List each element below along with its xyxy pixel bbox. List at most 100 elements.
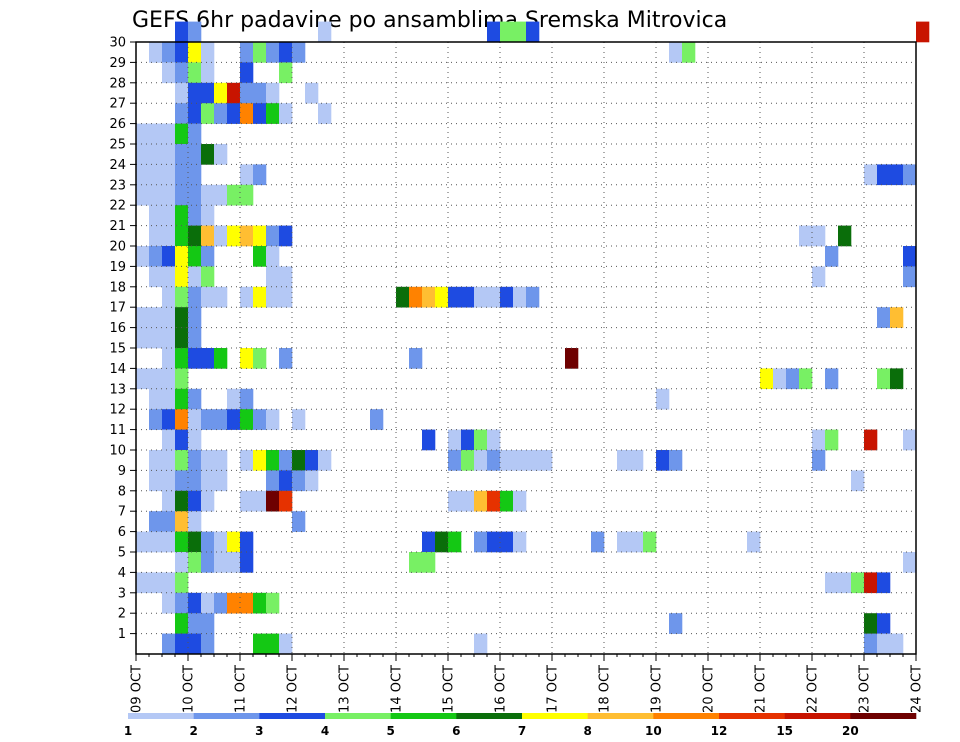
cell-member-14-step-21 bbox=[409, 348, 423, 369]
cell-member-20-step-4 bbox=[188, 225, 202, 247]
y-tick-label: 22 bbox=[109, 199, 126, 214]
cell-member-3-step-0 bbox=[136, 572, 163, 594]
cell-member-0-step-2 bbox=[162, 633, 176, 655]
x-tick-label: 14 OCT bbox=[390, 665, 405, 713]
cell-member-9-step-5 bbox=[201, 450, 228, 471]
cell-member-5-step-39 bbox=[643, 531, 657, 553]
cell-member-14-step-6 bbox=[214, 348, 228, 369]
cell-member-6-step-1 bbox=[149, 511, 163, 532]
cell-member-28-step-11 bbox=[279, 62, 293, 84]
cell-member-8-step-10 bbox=[266, 470, 280, 492]
cell-member-10-step-27 bbox=[487, 429, 501, 451]
cell-member-16-step-58 bbox=[890, 307, 904, 328]
y-tick-label: 24 bbox=[109, 158, 126, 173]
cell-member-5-step-24 bbox=[448, 531, 462, 553]
cell-member-5-step-22 bbox=[422, 531, 436, 553]
cell-member-10-step-3 bbox=[175, 429, 189, 451]
cell-member-15-step-3 bbox=[175, 327, 189, 349]
cell-member-26-step-3 bbox=[175, 103, 189, 124]
cell-member-24-step-5 bbox=[201, 144, 215, 165]
cell-member-3-step-56 bbox=[864, 572, 878, 594]
cell-member-8-step-11 bbox=[279, 470, 293, 492]
y-tick-label: 28 bbox=[109, 76, 126, 91]
cell-member-11-step-9 bbox=[253, 409, 267, 430]
colorbar: 1 2 3 4 5 6 7 8 10 12 15 20 bbox=[124, 713, 917, 738]
cell-member-9-step-52 bbox=[812, 450, 826, 471]
cell-member-13-step-49 bbox=[773, 368, 787, 390]
cell-member-16-step-57 bbox=[877, 307, 891, 328]
cell-member-11-step-2 bbox=[162, 409, 176, 430]
cell-member-18-step-52 bbox=[812, 266, 826, 288]
cell-member-8-step-13 bbox=[305, 470, 319, 492]
cell-member-10-step-25 bbox=[461, 429, 475, 451]
cell-member-26-step-6 bbox=[214, 103, 228, 124]
cell-member-10-step-26 bbox=[474, 429, 488, 451]
cell-member-0-step-56 bbox=[864, 633, 878, 655]
y-tick-label: 4 bbox=[118, 566, 126, 581]
cell-member-30-step-28 bbox=[500, 21, 514, 43]
cell-member-17-step-24 bbox=[448, 286, 475, 308]
y-tick-label: 2 bbox=[118, 607, 126, 622]
y-tick-label: 20 bbox=[109, 240, 126, 255]
colorbar-label: 12 bbox=[711, 724, 728, 738]
cell-member-27-step-6 bbox=[214, 82, 228, 104]
plot-frame bbox=[135, 41, 917, 655]
x-axis-ticks: 09 OCT 10 OCT 11 OCT 12 OCT 13 OCT 14 OCT 15 O… bbox=[130, 654, 925, 713]
cell-member-6-step-3 bbox=[175, 511, 189, 532]
cell-member-17-step-10 bbox=[266, 286, 293, 308]
cell-member-17-step-21 bbox=[409, 286, 423, 308]
cell-member-17-step-23 bbox=[435, 286, 449, 308]
cell-member-19-step-5 bbox=[201, 246, 215, 267]
x-tick-label: 21 OCT bbox=[754, 665, 769, 713]
y-tick-label: 16 bbox=[109, 321, 126, 336]
cell-member-30-step-4 bbox=[188, 21, 202, 43]
cell-member-19-step-10 bbox=[266, 246, 280, 267]
cell-member-28-step-5 bbox=[201, 62, 215, 84]
cell-member-10-step-24 bbox=[448, 429, 462, 451]
cell-member-24-step-6 bbox=[214, 144, 228, 165]
cell-member-19-step-2 bbox=[162, 246, 176, 267]
cell-member-8-step-12 bbox=[292, 470, 306, 492]
cell-member-19-step-53 bbox=[825, 246, 839, 267]
cell-member-11-step-10 bbox=[266, 409, 280, 430]
cell-member-0-step-57 bbox=[877, 633, 904, 655]
cell-member-7-step-29 bbox=[513, 490, 527, 512]
cell-member-17-step-29 bbox=[513, 286, 527, 308]
cell-member-12-step-1 bbox=[149, 388, 163, 410]
cell-member-19-step-3 bbox=[175, 246, 189, 267]
cell-member-21-step-3 bbox=[175, 205, 189, 226]
colorbar-swatch bbox=[850, 713, 917, 719]
cell-member-9-step-24 bbox=[448, 450, 462, 471]
cell-member-6-step-4 bbox=[188, 511, 202, 532]
cell-member-5-step-47 bbox=[747, 531, 761, 553]
cell-member-4-step-3 bbox=[175, 552, 189, 573]
cell-member-9-step-10 bbox=[266, 450, 280, 471]
cell-member-13-step-48 bbox=[760, 368, 774, 390]
cell-member-7-step-5 bbox=[201, 490, 215, 512]
grid-lines bbox=[136, 42, 916, 654]
cell-member-26-step-10 bbox=[266, 103, 280, 124]
colorbar-label: 3 bbox=[255, 724, 263, 738]
x-tick-label: 22 OCT bbox=[806, 665, 821, 713]
cell-member-19-step-1 bbox=[149, 246, 163, 267]
cell-member-16-step-4 bbox=[188, 307, 202, 328]
cell-member-20-step-3 bbox=[175, 225, 189, 247]
x-tick-label: 19 OCT bbox=[650, 665, 665, 713]
colorbar-label: 10 bbox=[645, 724, 662, 738]
cell-member-29-step-3 bbox=[175, 42, 189, 63]
y-tick-label: 29 bbox=[109, 56, 126, 71]
cell-member-23-step-0 bbox=[136, 164, 176, 186]
cell-member-9-step-11 bbox=[279, 450, 293, 471]
cell-member-14-step-2 bbox=[162, 348, 176, 369]
cell-member-1-step-41 bbox=[669, 613, 683, 634]
cell-member-2-step-7 bbox=[227, 592, 254, 614]
cell-member-3-step-53 bbox=[825, 572, 852, 594]
cell-member-28-step-4 bbox=[188, 62, 202, 84]
cell-member-20-step-8 bbox=[240, 225, 254, 247]
cell-member-29-step-4 bbox=[188, 42, 202, 63]
cell-member-13-step-53 bbox=[825, 368, 839, 390]
cell-member-20-step-6 bbox=[214, 225, 228, 247]
cell-member-5-step-8 bbox=[240, 531, 254, 553]
x-tick-label: 17 OCT bbox=[546, 665, 561, 713]
x-tick-label: 18 OCT bbox=[598, 665, 613, 713]
